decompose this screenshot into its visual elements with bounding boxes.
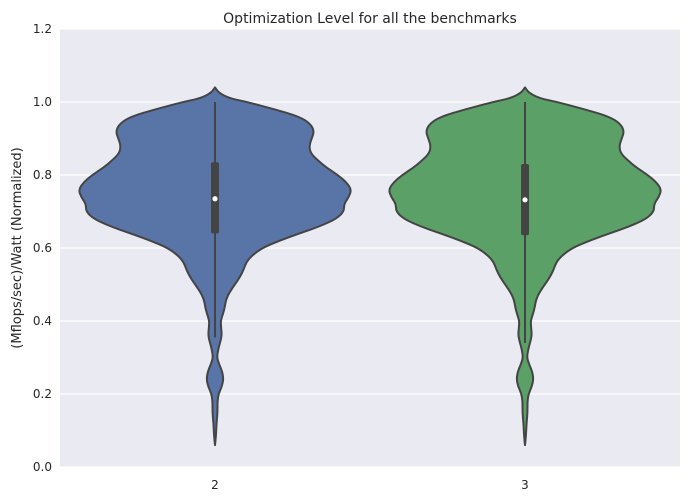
y-tick-labels: 0.0 0.2 0.4 0.6 0.8 1.0 1.2 bbox=[33, 22, 52, 474]
violins bbox=[78, 86, 662, 447]
y-axis-label: (Mflops/sec)/Watt (Normalized) bbox=[10, 147, 25, 348]
chart-title: Optimization Level for all the benchmark… bbox=[223, 11, 517, 27]
x-tick-label-3: 3 bbox=[521, 478, 529, 492]
median-point-2 bbox=[212, 196, 218, 202]
y-tick-label: 1.2 bbox=[33, 22, 52, 36]
y-tick-label: 0.2 bbox=[33, 387, 52, 401]
violin-2 bbox=[78, 86, 352, 447]
median-point-3 bbox=[522, 197, 528, 203]
y-tick-label: 0.6 bbox=[33, 241, 52, 255]
y-tick-label: 0.0 bbox=[33, 460, 52, 474]
y-tick-label: 1.0 bbox=[33, 95, 52, 109]
gridlines bbox=[60, 28, 680, 468]
y-tick-label: 0.4 bbox=[33, 314, 52, 328]
y-tick-label: 0.8 bbox=[33, 168, 52, 182]
x-tick-label-2: 2 bbox=[211, 478, 219, 492]
violin-3 bbox=[388, 86, 662, 447]
